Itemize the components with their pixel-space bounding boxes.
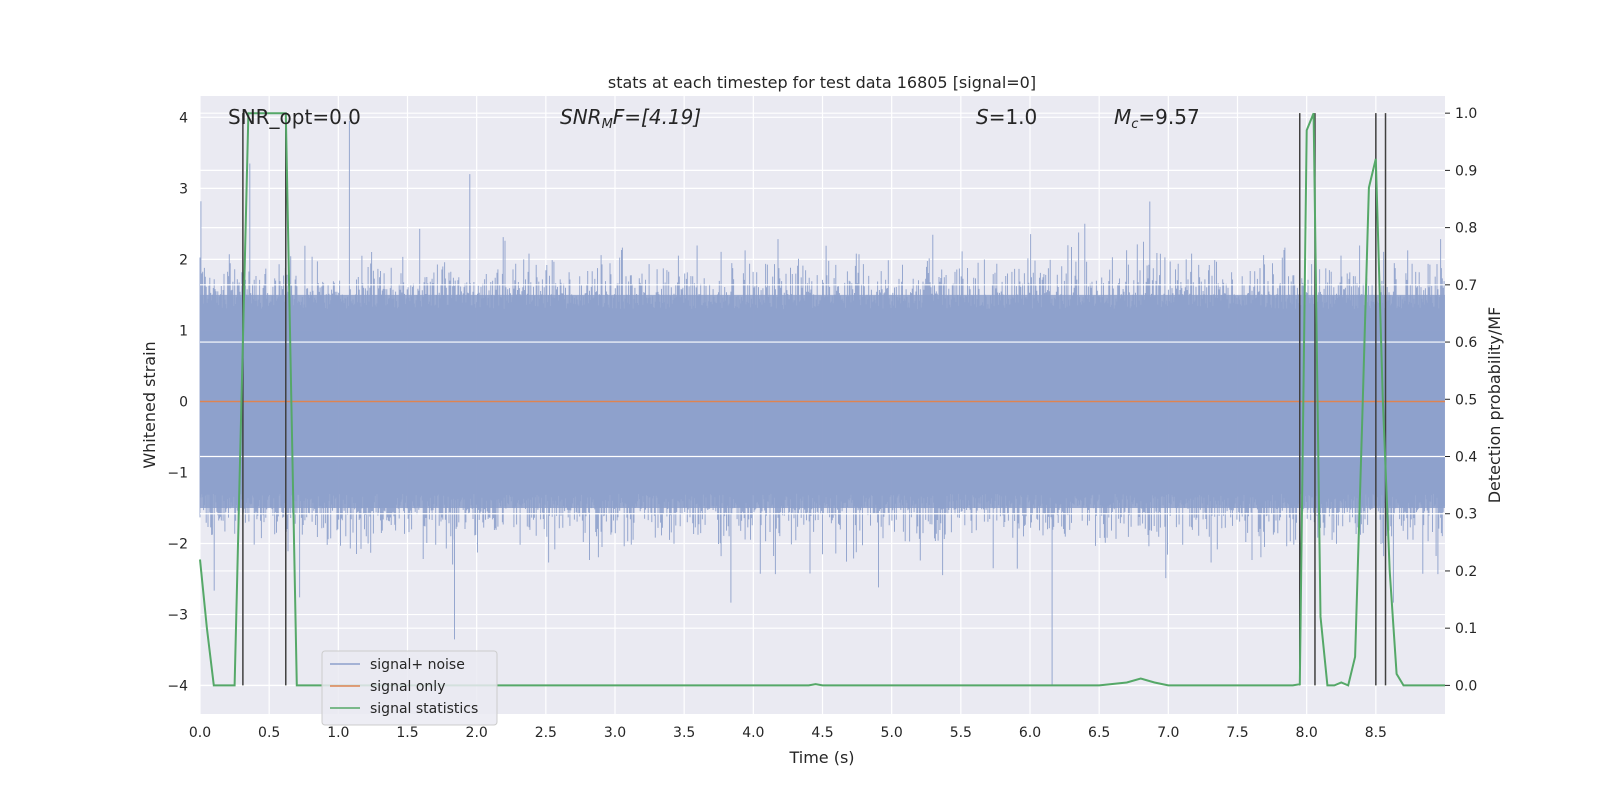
right-y-tick-label: 0.7 [1455, 278, 1477, 294]
annotation-mc: Mc=9.57 [1114, 105, 1200, 132]
right-y-tick-label: 0.4 [1455, 450, 1477, 466]
y-tick-label: −4 [167, 679, 188, 695]
legend: signal+ noise signal only signal statist… [321, 650, 498, 726]
annotation-s: S=1.0 [976, 105, 1037, 129]
x-tick-label: 1.5 [396, 725, 418, 741]
x-tick-label: 3.0 [604, 725, 626, 741]
x-tick-label: 4.5 [811, 725, 833, 741]
y-tick-label: 0 [179, 394, 188, 410]
y-tick-label: −1 [167, 465, 188, 481]
right-y-tick-label: 0.9 [1455, 163, 1477, 179]
y-tick-label: 2 [179, 252, 188, 268]
right-y-tick-label: 0.2 [1455, 564, 1477, 580]
right-y-tick-label: 0.3 [1455, 507, 1477, 523]
x-tick-label: 0.0 [189, 725, 211, 741]
x-tick-label: 2.0 [466, 725, 488, 741]
x-tick-label: 8.0 [1296, 725, 1318, 741]
noise-trace [199, 120, 1445, 686]
x-tick-label: 7.5 [1226, 725, 1248, 741]
legend-box [321, 650, 498, 726]
right-y-tick-label: 0.8 [1455, 221, 1477, 237]
right-y-tick-labels: 1.0 0.9 0.8 0.7 0.6 0.5 0.4 0.3 0.2 0.1 0.0 [1455, 106, 1477, 694]
legend-label-stats: signal statistics [370, 701, 478, 717]
x-tick-label: 5.5 [950, 725, 972, 741]
y-tick-label: −2 [167, 537, 188, 553]
chart-title: stats at each timestep for test data 168… [608, 73, 1036, 92]
y-tick-labels: 4 3 2 1 0 −1 −2 −3 −4 [167, 110, 188, 694]
x-tick-label: 6.5 [1088, 725, 1110, 741]
x-tick-label: 7.0 [1157, 725, 1179, 741]
x-tick-label: 3.5 [673, 725, 695, 741]
right-y-tick-label: 0.5 [1455, 392, 1477, 408]
y-tick-label: −3 [167, 608, 188, 624]
right-y-tick-label: 0.6 [1455, 335, 1477, 351]
x-tick-label: 0.5 [258, 725, 280, 741]
x-axis-label: Time (s) [788, 748, 854, 767]
y-tick-label: 1 [179, 323, 188, 339]
x-tick-label: 4.0 [742, 725, 764, 741]
x-tick-label: 8.5 [1365, 725, 1387, 741]
y-tick-label: 3 [179, 181, 188, 197]
x-tick-label: 6.0 [1019, 725, 1041, 741]
legend-label-signal: signal only [370, 679, 445, 695]
right-y-tick-label: 1.0 [1455, 106, 1477, 122]
annotation-snr-opt: SNR_opt=0.0 [228, 105, 361, 129]
legend-label-noise: signal+ noise [370, 657, 465, 673]
x-tick-labels: 0.0 0.5 1.0 1.5 2.0 2.5 3.0 3.5 4.0 4.5 5.0 5.5 6.0 6… [189, 725, 1387, 741]
right-y-tick-label: 0.1 [1455, 621, 1477, 637]
annotation-snr-mf: SNRMF=[4.19] [560, 105, 701, 132]
x-tick-label: 5.0 [881, 725, 903, 741]
signal-statistics-series [199, 112, 1445, 687]
right-y-axis-label: Detection probability/MF [1485, 307, 1504, 504]
y-axis-label: Whitened strain [140, 341, 159, 468]
y-tick-label: 4 [179, 110, 188, 126]
x-tick-label: 1.0 [327, 725, 349, 741]
right-y-tick-label: 0.0 [1455, 678, 1477, 694]
x-tick-label: 2.5 [535, 725, 557, 741]
